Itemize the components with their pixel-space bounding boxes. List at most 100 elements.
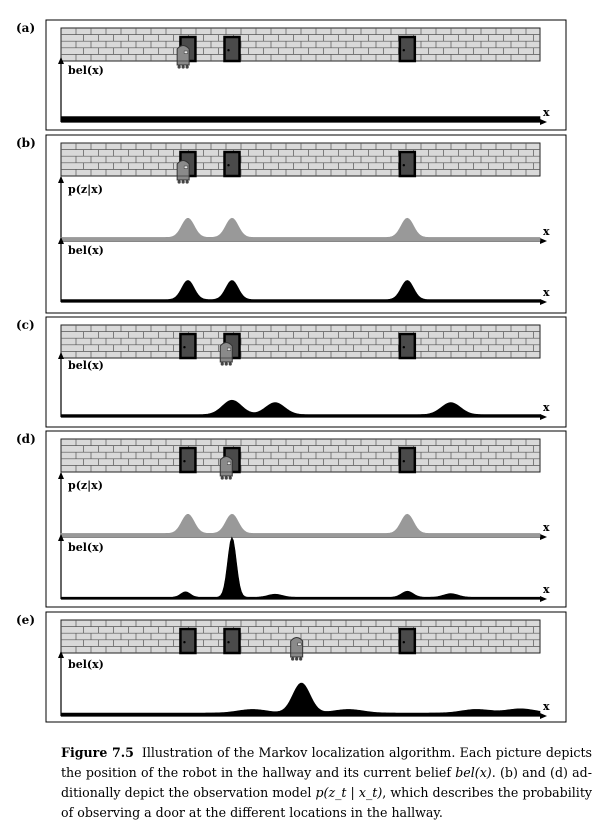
robot-wheel <box>228 362 232 366</box>
x-axis-label: x <box>543 225 550 238</box>
door-knob <box>402 164 406 167</box>
belief-curve <box>60 536 541 600</box>
robot-body <box>176 45 190 66</box>
robot-body <box>290 637 304 658</box>
door-knob <box>227 49 230 52</box>
door-knob <box>402 49 406 52</box>
door-icon <box>398 332 417 360</box>
panel-label: (e) <box>16 613 35 627</box>
y-axis-label: bel(x) <box>68 244 104 257</box>
robot-wheel <box>295 657 299 661</box>
panel-label: (c) <box>16 318 35 332</box>
door-knob <box>183 641 186 644</box>
observation-curve <box>60 513 541 538</box>
x-axis-label: x <box>543 521 550 534</box>
x-axis-label: x <box>543 106 550 119</box>
caption-line1: Illustration of the Markov localization … <box>141 745 592 760</box>
x-axis-arrow <box>540 238 547 244</box>
robot-icon <box>176 160 190 184</box>
door-knob <box>402 460 406 463</box>
panel-b: (b) p(z|x) x bel(x) x <box>16 134 567 314</box>
observation-curve <box>60 217 541 242</box>
x-axis-arrow <box>540 534 547 540</box>
robot-wheel <box>185 65 189 69</box>
panel-a: (a) bel(x) x <box>16 19 567 131</box>
belief-curve <box>60 682 541 717</box>
robot-body <box>176 160 190 181</box>
robot-wheel <box>224 362 228 366</box>
door-icon <box>398 627 417 655</box>
x-axis-arrow <box>540 713 547 719</box>
door-icon <box>179 627 197 655</box>
y-axis-arrow <box>58 57 64 64</box>
belief-curve <box>60 116 541 123</box>
door-knob <box>227 164 230 167</box>
robot-wheel <box>181 180 185 184</box>
y-axis-label: bel(x) <box>68 359 104 372</box>
door-knob <box>183 346 186 349</box>
y-axis-label: p(z|x) <box>68 479 103 492</box>
robot-wheel <box>181 65 185 69</box>
hallway-wall <box>60 438 541 473</box>
y-axis-arrow <box>58 651 64 658</box>
y-axis-arrow <box>58 472 64 479</box>
caption-line2-post: . (b) and (d) ad- <box>491 765 592 780</box>
door-icon <box>398 446 417 474</box>
robot-sensor <box>183 50 188 54</box>
y-axis-label: bel(x) <box>68 658 104 671</box>
hallway-wall <box>60 27 541 62</box>
panel-e: (e) bel(x) x <box>16 611 567 723</box>
robot-sensor <box>297 642 302 646</box>
y-axis-label: p(z|x) <box>68 183 103 196</box>
door-knob <box>402 346 406 349</box>
x-axis-label: x <box>543 401 550 414</box>
door-icon <box>398 35 417 63</box>
door-knob <box>183 460 186 463</box>
y-axis-arrow <box>58 534 64 541</box>
robot-sensor <box>183 165 188 169</box>
door-icon <box>223 35 241 63</box>
caption-line4: observing a door at the different locati… <box>77 805 443 820</box>
markov-localization-figure: (a)bel(x)x(b)p(z|x)xbel(x)x(c)bel(x)x(d)… <box>16 19 567 723</box>
caption-line3-post: , which describes the probability of <box>61 785 592 820</box>
door-icon <box>223 150 241 178</box>
y-axis-label: bel(x) <box>68 64 104 77</box>
robot-icon <box>219 456 233 480</box>
robot-wheel <box>224 476 228 480</box>
door-icon <box>398 150 417 178</box>
belief-curve <box>60 280 541 303</box>
figure-caption: Figure 7.5 Illustration of the Markov loc… <box>61 743 592 823</box>
y-axis-label: bel(x) <box>68 541 104 554</box>
y-axis-arrow <box>58 176 64 183</box>
caption-bel-math: bel(x) <box>455 765 492 780</box>
robot-sensor <box>227 347 232 351</box>
x-axis-label: x <box>543 286 550 299</box>
door-icon <box>179 446 197 474</box>
robot-wheel <box>185 180 189 184</box>
robot-wheel <box>177 65 181 69</box>
caption-figure-label: Figure 7.5 <box>61 745 134 760</box>
robot-wheel <box>291 657 295 661</box>
robot-wheel <box>177 180 181 184</box>
panel-c: (c) bel(x) x <box>16 316 567 428</box>
door-icon <box>179 332 197 360</box>
caption-line2-pre: the position of the robot in the hallway… <box>61 765 456 780</box>
x-axis-arrow <box>540 414 547 420</box>
robot-icon <box>176 45 190 69</box>
door-icon <box>223 627 241 655</box>
caption-obs-math: p(z_t | x_t) <box>315 785 383 800</box>
y-axis-arrow <box>58 352 64 359</box>
panel-label: (a) <box>16 21 35 35</box>
robot-wheel <box>220 476 224 480</box>
x-axis-arrow <box>540 596 547 602</box>
caption-line3-pre: ditionally depict the observation model <box>61 785 316 800</box>
panel-label: (d) <box>16 432 36 446</box>
hallway-wall <box>60 619 541 654</box>
robot-wheel <box>299 657 303 661</box>
x-axis-arrow <box>540 299 547 305</box>
door-knob <box>227 641 230 644</box>
robot-wheel <box>228 476 232 480</box>
panel-d: (d) p(z|x) x bel(x) x <box>16 430 567 608</box>
x-axis-arrow <box>540 119 547 125</box>
x-axis-label: x <box>543 700 550 713</box>
